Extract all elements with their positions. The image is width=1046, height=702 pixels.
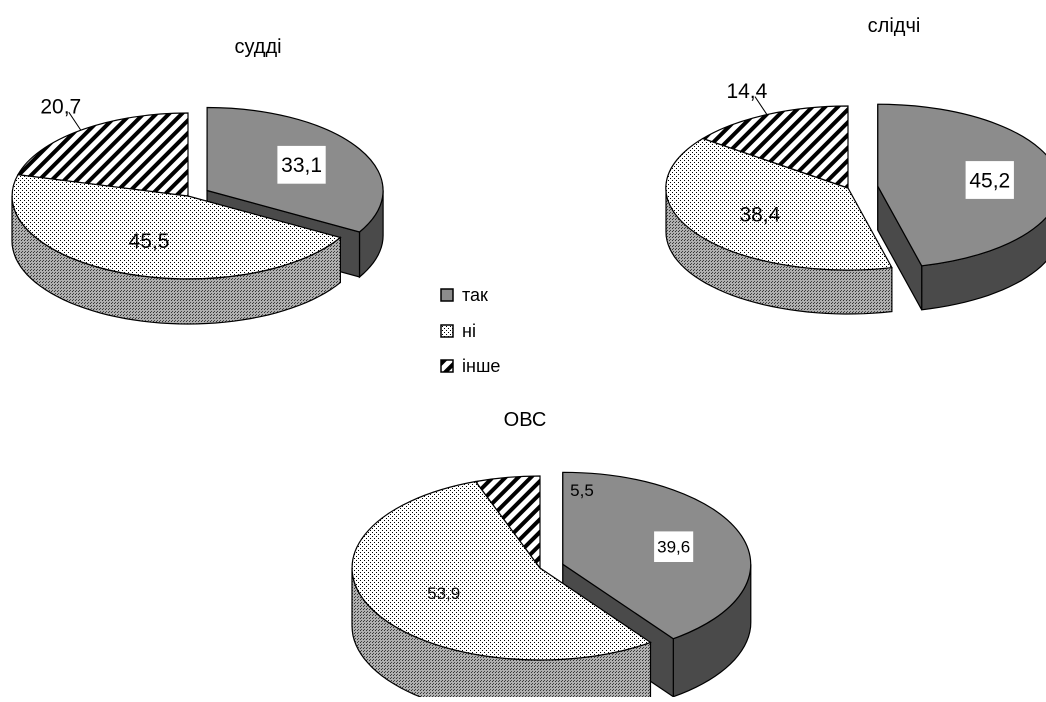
legend-swatch-ni [441,325,453,337]
legend-item-inshe: інше [441,356,500,376]
data-label-ni: 53,9 [427,584,460,603]
data-label-tak: 45,2 [969,169,1010,192]
data-label-ni: 45,5 [129,230,170,253]
chart-title-slidchi: слідчі [868,15,921,37]
legend-label-ni: ні [462,321,476,341]
data-label-tak: 39,6 [657,538,690,557]
legend-item-tak: так [441,285,488,305]
pie-chart-ovs: 39,6 53,9 5,5 [352,472,751,697]
pie-chart-slidchi: 45,2 38,4 14,4 [666,80,1046,314]
data-label-inshe: 5,5 [570,481,594,500]
legend-swatch-inshe [441,360,453,372]
data-label-ni: 38,4 [739,204,780,227]
legend-label-tak: так [462,285,488,305]
legend-item-ni: ні [441,321,476,341]
data-label-tak: 33,1 [281,154,322,177]
pie-chart-sudi: 33,1 45,5 20,7 [12,96,383,325]
chart-title-ovs: ОВС [504,409,547,431]
legend-label-inshe: інше [462,356,500,376]
legend: так ні інше [441,285,500,376]
data-label-inshe: 14,4 [726,80,767,103]
chart-title-sudi: судді [234,36,281,58]
legend-swatch-tak [441,289,453,301]
data-label-inshe: 20,7 [40,96,81,119]
pie-tops [352,472,751,660]
